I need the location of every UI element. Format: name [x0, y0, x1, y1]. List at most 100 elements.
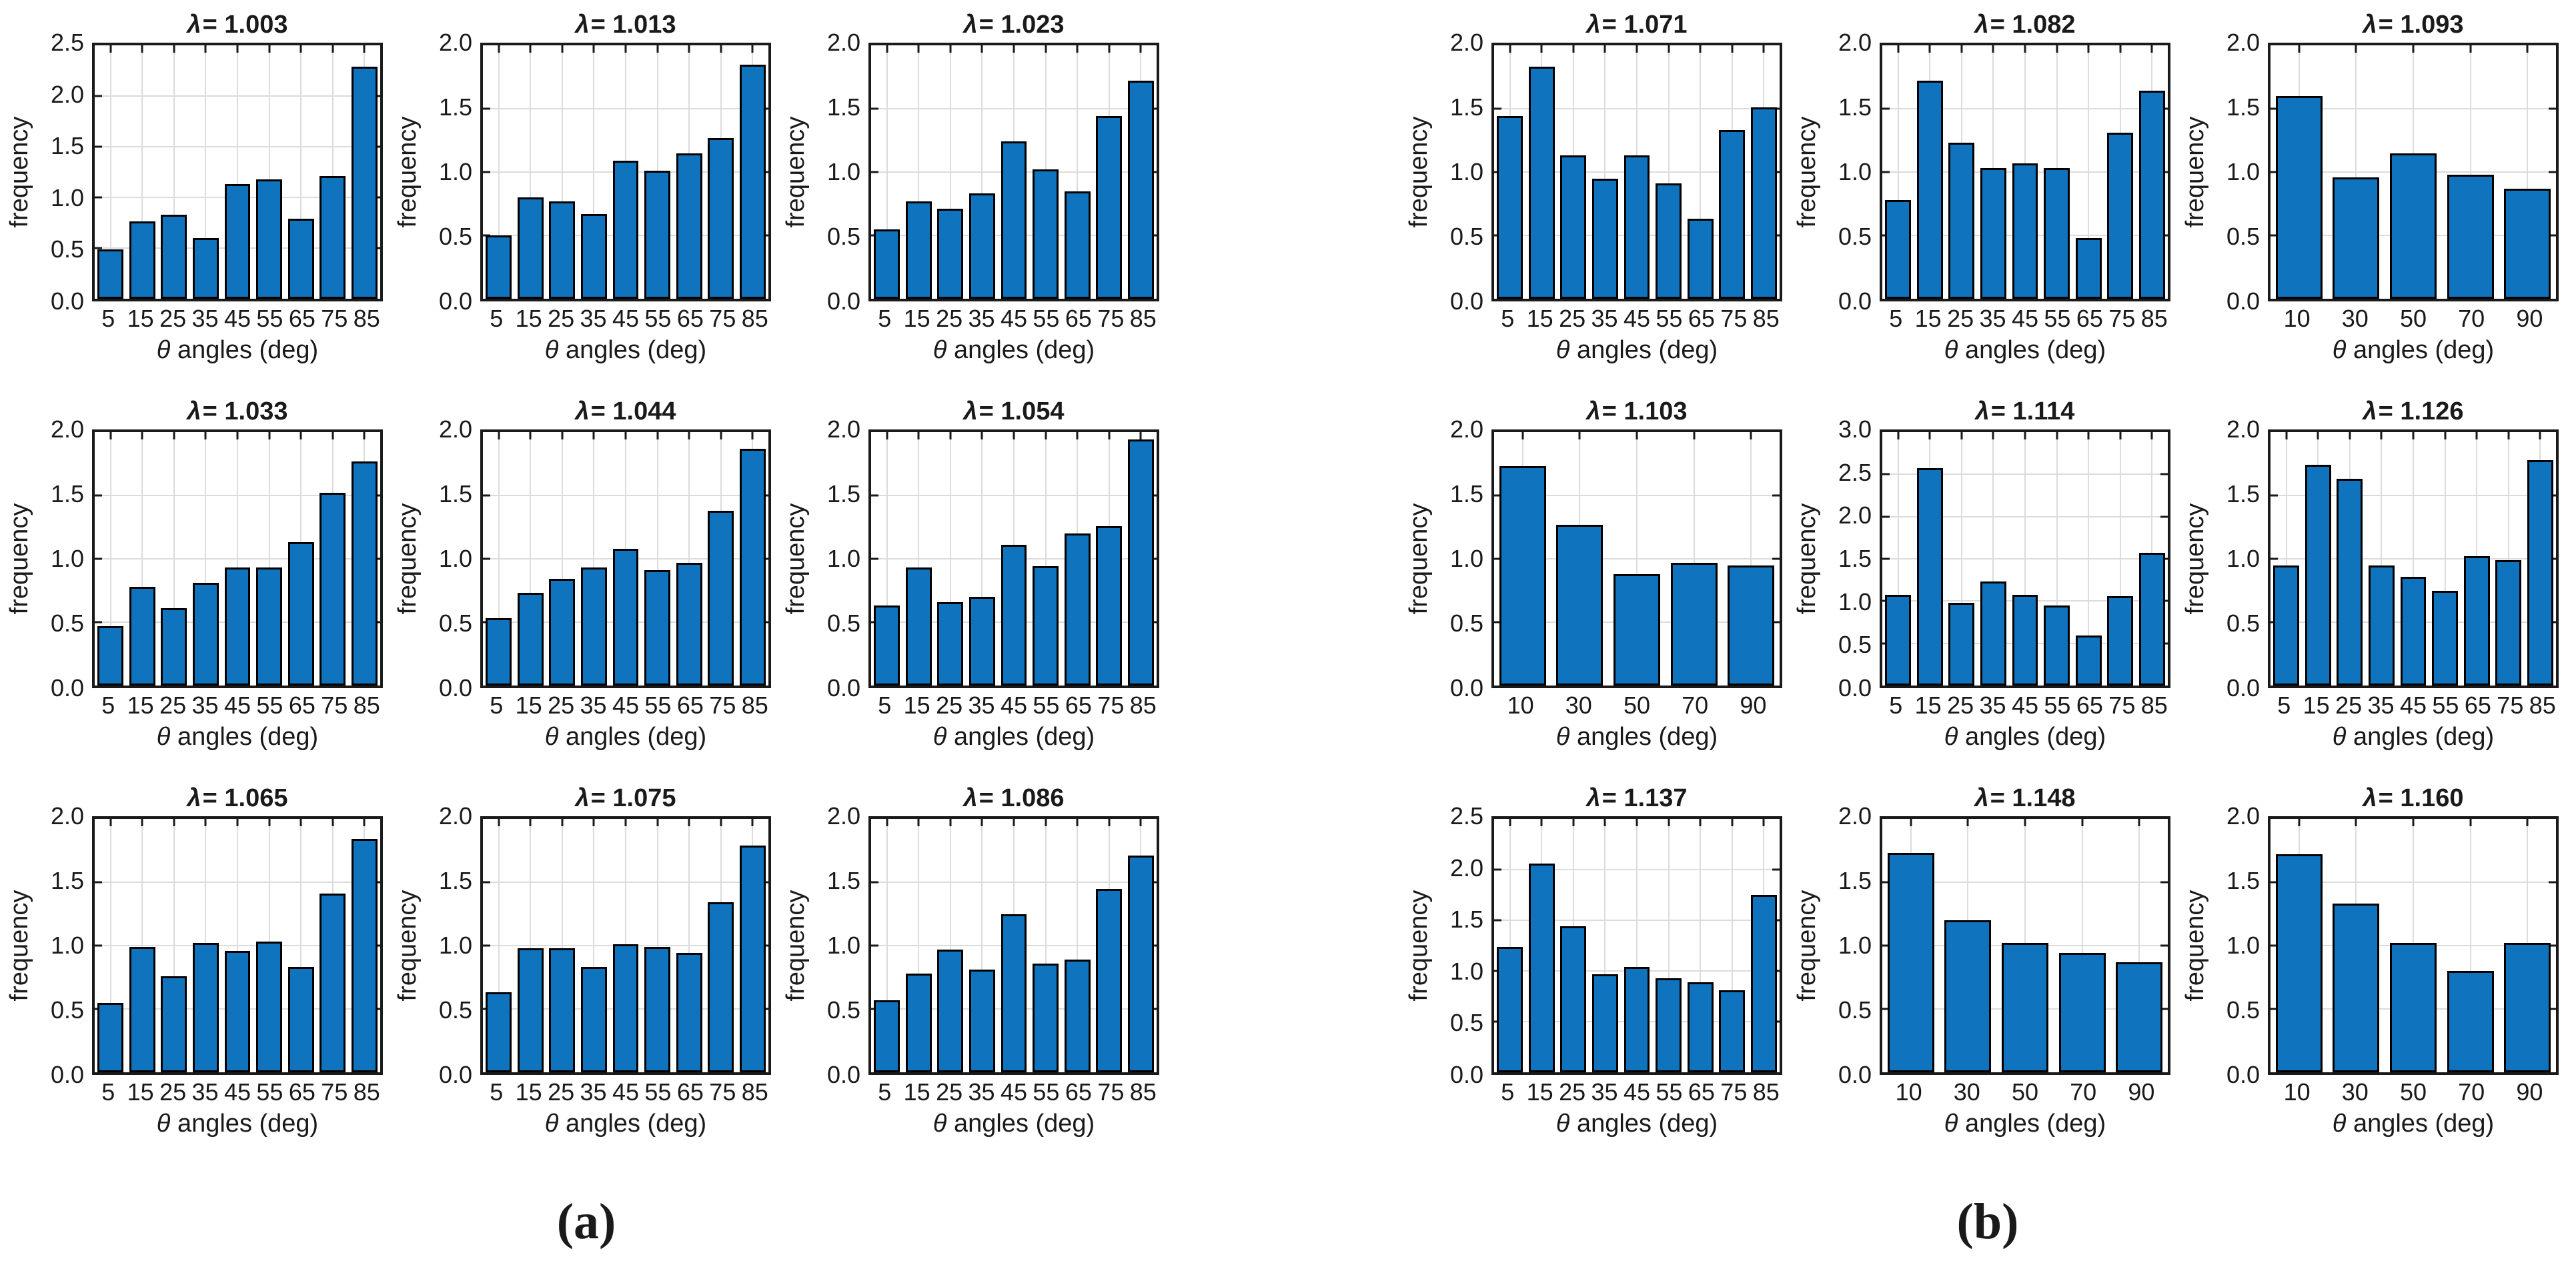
x-tick-mark	[2380, 432, 2383, 439]
x-tick-mark	[2539, 432, 2541, 439]
x-tick-label: 5	[1501, 1078, 1515, 1106]
x-tick-label: 35	[968, 1078, 995, 1106]
plot-area	[868, 43, 1159, 301]
x-tick-mark	[2150, 45, 2153, 53]
subplot-title: λ = 1.013	[480, 8, 771, 43]
x-tick-label: 35	[1591, 305, 1618, 332]
histogram-bar	[1613, 573, 1661, 686]
y-axis-label: frequency	[2181, 116, 2209, 228]
y-tick-mark	[95, 196, 102, 199]
y-tick-label: 0.0	[826, 674, 860, 702]
x-axis-label: θ angles (deg)	[868, 718, 1159, 751]
histogram-bar	[351, 461, 378, 686]
vertical-gridline	[593, 819, 595, 1072]
y-tick-label: 2.0	[438, 415, 472, 443]
y-tick-label: 0.5	[1838, 223, 1872, 250]
x-tick-mark	[1966, 819, 1969, 826]
x-tick-mark	[949, 45, 952, 53]
y-tick-label: 0.0	[1449, 1061, 1483, 1088]
x-tick-label: 75	[1720, 305, 1748, 332]
subplot-title: λ = 1.075	[480, 782, 771, 816]
x-tick-labels: 5 15 25 35 45 55 65 75 85	[92, 688, 383, 718]
histogram-bar	[1064, 533, 1091, 686]
y-tick-mark	[1882, 944, 1890, 947]
vertical-gridline	[498, 819, 500, 1072]
x-tick-mark	[529, 432, 532, 439]
plot-area	[2268, 816, 2559, 1075]
y-tick-label: 1.0	[826, 932, 860, 959]
histogram-bar	[676, 953, 702, 1072]
y-axis-label-container: frequency	[392, 816, 423, 1075]
histogram-bar	[1750, 107, 1777, 299]
x-tick-label: 10	[1895, 1078, 1922, 1106]
y-tick-label: 0.5	[50, 235, 84, 263]
vertical-gridline	[300, 45, 302, 299]
x-tick-mark	[2087, 432, 2090, 439]
histogram-bar	[1624, 966, 1650, 1072]
histogram-bar	[1916, 468, 1943, 686]
theta-symbol: θ	[2332, 1110, 2347, 1138]
y-tick-label: 0.0	[50, 287, 84, 315]
theta-symbol: θ	[1944, 723, 1958, 751]
y-tick-labels: 0.0 0.5 1.0 1.5 2.0	[811, 417, 868, 700]
histogram-bar	[2432, 590, 2459, 686]
y-axis-label-container: frequency	[4, 816, 35, 1075]
x-tick-mark	[688, 45, 690, 53]
x-axis-label-text: angles (deg)	[1958, 336, 2106, 364]
histogram-bar	[1885, 199, 1912, 299]
y-axis-label-container: frequency	[2180, 816, 2210, 1075]
x-tick-label: 30	[1953, 1078, 1980, 1106]
y-tick-label: 1.0	[438, 545, 472, 572]
lambda-symbol: λ	[187, 397, 201, 425]
histogram-bar	[1033, 169, 1059, 299]
histogram-bar	[287, 542, 314, 686]
histogram-bar	[1497, 116, 1523, 299]
y-axis-label: frequency	[5, 503, 33, 615]
x-tick-mark	[2119, 45, 2122, 53]
x-tick-label: 65	[676, 692, 704, 719]
x-tick-mark	[949, 819, 952, 826]
x-tick-label: 85	[353, 1078, 380, 1106]
y-axis-label: frequency	[394, 503, 422, 615]
histogram-bar	[874, 229, 900, 299]
x-tick-labels: 5 15 25 35 45 55 65 75 85	[1491, 1075, 1782, 1104]
y-axis-label-container: frequency	[1792, 43, 1822, 301]
x-tick-label: 30	[2341, 305, 2369, 332]
x-tick-label: 5	[1889, 305, 1903, 332]
plot-area	[480, 43, 771, 301]
x-tick-mark	[1636, 45, 1638, 53]
x-tick-mark	[1699, 45, 1702, 53]
theta-symbol: θ	[1944, 336, 1958, 364]
y-tick-label: 0.5	[50, 609, 84, 637]
x-tick-mark	[2412, 45, 2415, 53]
x-tick-mark	[561, 432, 564, 439]
vertical-gridline	[2355, 45, 2357, 299]
x-tick-label: 55	[644, 692, 672, 719]
x-tick-label: 65	[2076, 305, 2103, 332]
histogram-subplot: λ = 1.160 frequency 0.0 0.5 1.0 1.5 2.0 10 30…	[2180, 782, 2568, 1168]
x-tick-mark	[2298, 45, 2301, 53]
x-tick-mark	[2469, 45, 2472, 53]
histogram-bar	[1001, 141, 1027, 299]
y-axis-label-container: frequency	[4, 429, 35, 688]
lambda-value: = 1.033	[202, 397, 288, 425]
vertical-gridline	[1897, 432, 1899, 686]
x-tick-mark	[1693, 432, 1696, 439]
x-axis-label: θ angles (deg)	[1491, 718, 1782, 751]
x-tick-mark	[1013, 432, 1015, 439]
y-tick-mark	[1882, 1008, 1890, 1010]
histogram-subplot: λ = 1.126 frequency 0.0 0.5 1.0 1.5 2.0 5 15 2…	[2180, 395, 2568, 782]
vertical-gridline	[2088, 432, 2090, 686]
vertical-gridline	[1509, 819, 1511, 1072]
x-axis-label-text: angles (deg)	[170, 336, 319, 364]
x-tick-mark	[1540, 819, 1543, 826]
x-tick-label: 65	[288, 305, 315, 332]
y-tick-mark	[2549, 881, 2556, 884]
y-tick-mark	[1772, 557, 1780, 560]
panel-b-label: (b)	[1956, 1194, 2019, 1250]
x-axis-label-text: angles (deg)	[2346, 723, 2495, 751]
x-tick-label: 55	[2432, 692, 2459, 719]
histogram-bar	[224, 184, 251, 299]
x-tick-mark	[688, 819, 690, 826]
y-tick-label: 1.5	[438, 93, 472, 121]
